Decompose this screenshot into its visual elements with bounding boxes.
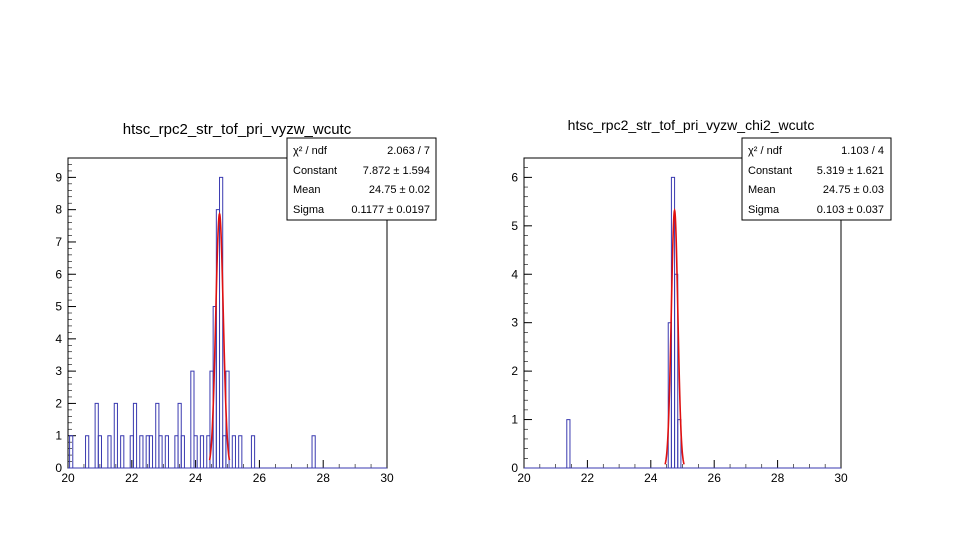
y-tick-label: 6	[55, 267, 62, 281]
fit-stats-box: χ² / ndf 1.103 / 4 Constant 5.319 ± 1.62…	[741, 137, 892, 221]
y-tick-label: 3	[55, 364, 62, 378]
x-tick-label: 20	[61, 471, 75, 485]
x-tick-label: 30	[834, 471, 848, 485]
x-tick-label: 28	[317, 471, 331, 485]
hist-bin	[69, 435, 74, 468]
hist-bin	[674, 273, 679, 468]
x-tick-label: 26	[253, 471, 267, 485]
stat-value: 2.063 / 7	[387, 145, 430, 157]
chart-title: htsc_rpc2_str_tof_pri_vyzw_chi2_wcutc	[568, 117, 815, 133]
y-tick-label: 7	[55, 235, 62, 249]
stat-value: 7.872 ± 1.594	[363, 165, 430, 177]
stat-label: Sigma	[748, 204, 780, 216]
stat-label: Sigma	[293, 204, 325, 216]
hist-bin	[238, 435, 243, 468]
y-tick-label: 1	[55, 429, 62, 443]
x-tick-label: 20	[517, 471, 531, 485]
y-tick-label: 3	[511, 316, 518, 330]
hist-bin	[193, 435, 198, 468]
hist-bin	[311, 435, 316, 468]
hist-bin	[158, 435, 163, 468]
hist-bin	[199, 435, 205, 468]
gaussian-fit-curve	[664, 207, 685, 465]
x-tick-label: 26	[708, 471, 722, 485]
x-tick-label: 30	[380, 471, 394, 485]
y-tick-label: 5	[511, 219, 518, 233]
stat-label: χ² / ndf	[293, 145, 328, 157]
hist-bin	[85, 435, 90, 468]
histogram-panel-2: htsc_rpc2_str_tof_pri_vyzw_chi2_wcutc 0 1…	[511, 117, 892, 485]
y-tick-label: 4	[511, 267, 518, 281]
y-tick-label: 2	[55, 396, 62, 410]
y-tick-label: 1	[511, 413, 518, 427]
stat-label: χ² / ndf	[748, 145, 783, 157]
stat-value: 24.75 ± 0.03	[823, 184, 884, 196]
stat-value: 5.319 ± 1.621	[817, 165, 884, 177]
hist-bin	[97, 435, 102, 468]
hist-bin	[190, 370, 195, 468]
hist-bin	[139, 435, 144, 468]
hist-bin	[566, 419, 571, 468]
y-tick-label: 5	[55, 300, 62, 314]
x-tick-label: 24	[189, 471, 203, 485]
hist-bin	[180, 435, 185, 468]
stat-value: 0.1177 ± 0.0197	[351, 204, 430, 216]
chart-title: htsc_rpc2_str_tof_pri_vyzw_wcutc	[123, 121, 352, 138]
gaussian-fit-curve	[208, 211, 231, 461]
stat-value: 24.75 ± 0.02	[369, 184, 430, 196]
hist-bin	[113, 402, 118, 468]
y-tick-label: 9	[55, 170, 62, 184]
hist-bin	[107, 435, 112, 468]
x-tick-label: 22	[581, 471, 595, 485]
stat-label: Mean	[293, 184, 321, 196]
stat-label: Constant	[293, 165, 337, 177]
y-tick-label: 0	[511, 461, 518, 475]
hist-bin	[120, 435, 125, 468]
hist-bin	[231, 435, 236, 468]
y-tick-label: 0	[55, 461, 62, 475]
hist-bin	[132, 402, 138, 468]
x-tick-label: 28	[771, 471, 785, 485]
y-tick-label: 8	[55, 203, 62, 217]
x-tick-label: 24	[644, 471, 658, 485]
hist-bin	[164, 435, 169, 468]
y-tick-label: 2	[511, 364, 518, 378]
x-tick-label: 22	[125, 471, 139, 485]
stat-label: Constant	[748, 165, 792, 177]
y-tick-label: 4	[55, 332, 62, 346]
stat-value: 0.103 ± 0.037	[817, 204, 884, 216]
histogram-panel-1: htsc_rpc2_str_tof_pri_vyzw_wcutc 0 1 2 3 4 5 6…	[55, 121, 437, 485]
hist-bin	[250, 435, 256, 468]
fit-stats-box: χ² / ndf 2.063 / 7 Constant 7.872 ± 1.59…	[286, 137, 437, 221]
y-tick-label: 6	[511, 170, 518, 184]
stat-value: 1.103 / 4	[841, 145, 884, 157]
hist-bin	[148, 435, 154, 468]
stat-label: Mean	[748, 184, 776, 196]
